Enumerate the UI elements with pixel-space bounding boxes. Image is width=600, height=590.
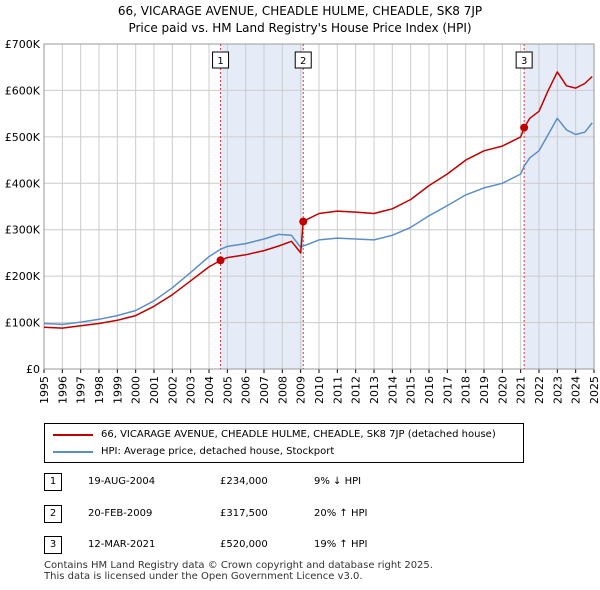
y-tick-label: £200K: [5, 270, 41, 283]
transaction-row: 2 20-FEB-2009 £317,500 20% ↑ HPI: [44, 505, 564, 523]
chart-subtitle: Price paid vs. HM Land Registry's House …: [128, 21, 472, 35]
sale-label-box: [212, 51, 230, 69]
transaction-hpi: 9% ↓ HPI: [314, 476, 362, 487]
x-tick-label: 2014: [386, 376, 399, 404]
x-tick-label: 2019: [478, 376, 491, 404]
x-tick-label: 2009: [295, 376, 308, 404]
x-tick-label: 2003: [185, 376, 198, 404]
legend-label-property: 66, VICARAGE AVENUE, CHEADLE HULME, CHEA…: [101, 429, 496, 440]
x-tick-label: 2020: [496, 376, 509, 404]
hpi-line: [43, 117, 593, 326]
footer-copyright: Contains HM Land Registry data © Crown c…: [44, 560, 433, 571]
sale-point: [520, 123, 529, 132]
y-tick-label: £0: [26, 363, 40, 376]
sale-label-box: [294, 51, 312, 69]
x-tick-label: 2012: [350, 376, 363, 404]
x-tick-label: 2011: [331, 376, 344, 404]
x-tick-label: 2024: [570, 376, 583, 404]
y-tick-label: £400K: [5, 177, 41, 190]
transaction-hpi: 19% ↑ HPI: [314, 539, 368, 550]
y-tick-label: £700K: [5, 38, 41, 51]
x-tick-label: 1998: [93, 376, 106, 404]
x-tick-label: 2007: [258, 376, 271, 404]
transaction-date: 12-MAR-2021: [88, 539, 156, 550]
transaction-hpi: 20% ↑ HPI: [314, 508, 368, 519]
chart-title: 66, VICARAGE AVENUE, CHEADLE HULME, CHEA…: [117, 4, 483, 18]
sale-label: 1: [217, 56, 223, 67]
legend-swatch-property: [53, 434, 93, 436]
sale-label: 3: [521, 56, 527, 67]
transaction-badge: 3: [44, 536, 62, 554]
x-tick-label: 2005: [221, 376, 234, 404]
x-tick-label: 2013: [368, 376, 381, 404]
x-tick-label: 2025: [588, 376, 600, 404]
legend-swatch-hpi: [53, 451, 93, 453]
shaded-period: [220, 44, 304, 369]
y-tick-label: £300K: [5, 224, 41, 237]
x-tick-label: 1999: [111, 376, 124, 404]
x-tick-label: 2001: [148, 376, 161, 404]
y-tick-label: £100K: [5, 317, 41, 330]
shaded-period: [524, 44, 594, 369]
transaction-badge: 2: [44, 505, 62, 523]
x-tick-label: 2017: [441, 376, 454, 404]
x-tick-label: 2008: [276, 376, 289, 404]
x-tick-label: 2002: [166, 376, 179, 404]
x-tick-label: 1997: [75, 376, 88, 404]
transaction-date: 19-AUG-2004: [88, 476, 156, 487]
transaction-badge: 1: [44, 473, 62, 491]
x-tick-label: 2006: [240, 376, 253, 404]
x-tick-label: 2000: [130, 376, 143, 404]
transaction-row: 3 12-MAR-2021 £520,000 19% ↑ HPI: [44, 536, 564, 554]
x-tick-label: 1995: [38, 376, 51, 404]
transaction-price: £317,500: [220, 508, 268, 519]
x-tick-label: 2010: [313, 376, 326, 404]
x-tick-label: 2004: [203, 376, 216, 404]
sale-point: [216, 256, 225, 265]
transaction-price: £520,000: [220, 539, 268, 550]
x-tick-label: 2016: [423, 376, 436, 404]
x-tick-label: 2015: [405, 376, 418, 404]
y-tick-label: £500K: [5, 131, 41, 144]
footer-licence: This data is licensed under the Open Gov…: [44, 571, 363, 582]
legend: 66, VICARAGE AVENUE, CHEADLE HULME, CHEA…: [44, 423, 524, 463]
x-tick-label: 2023: [551, 376, 564, 404]
sale-label-box: [515, 51, 533, 69]
x-tick-label: 2018: [460, 376, 473, 404]
price-chart: £0 £100K £200K £300K £400K £500K £600K £700K 199…: [5, 38, 600, 404]
sale-point: [299, 217, 308, 226]
x-tick-label: 2022: [533, 376, 546, 404]
transaction-date: 20-FEB-2009: [88, 508, 153, 519]
x-tick-label: 1996: [56, 376, 69, 404]
x-tick-label: 2021: [515, 376, 528, 404]
plot-frame: [43, 43, 595, 370]
y-tick-label: £600K: [5, 84, 41, 97]
sale-label: 2: [300, 56, 306, 67]
transaction-row: 1 19-AUG-2004 £234,000 9% ↓ HPI: [44, 473, 564, 491]
property-price-line: [43, 71, 593, 329]
legend-label-hpi: HPI: Average price, detached house, Stoc…: [101, 446, 335, 457]
transaction-price: £234,000: [220, 476, 268, 487]
